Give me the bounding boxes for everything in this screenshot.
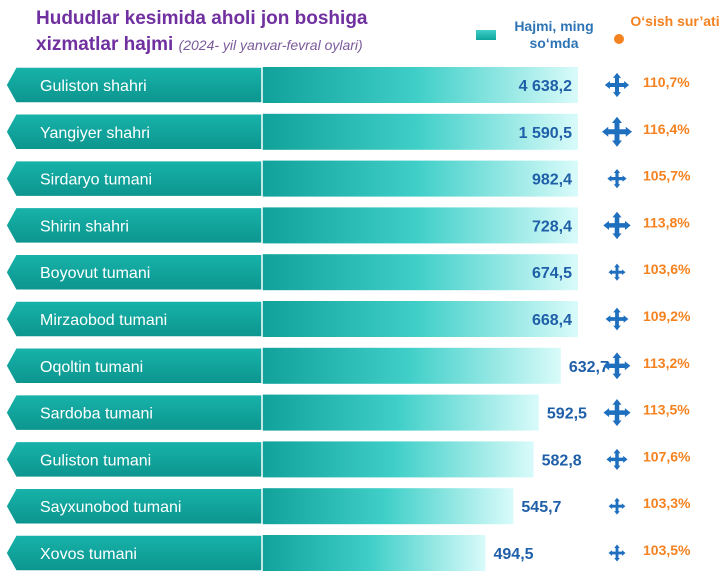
value-label-7: 632,7 bbox=[569, 359, 609, 376]
chart-subtitle: (2024- yil yanvar-fevral oylari) bbox=[178, 37, 363, 53]
region-label-8: Sardoba tumani bbox=[40, 406, 153, 423]
title-line-1: Hududlar kesimida aholi jon boshiga bbox=[36, 8, 368, 29]
value-label-5: 674,5 bbox=[532, 265, 572, 282]
region-label-6: Mirzaobod tumani bbox=[40, 312, 167, 329]
growth-label-5: 103,6% bbox=[643, 261, 691, 277]
region-tag-4 bbox=[5, 206, 263, 245]
growth-label-1: 110,7% bbox=[643, 74, 690, 90]
growth-label-4: 113,8% bbox=[643, 214, 690, 230]
growth-arrows-icon-1 bbox=[604, 72, 630, 98]
growth-label-2: 116,4% bbox=[643, 121, 690, 137]
growth-arrows-icon-8 bbox=[603, 399, 631, 427]
region-label-4: Shirin shahri bbox=[40, 218, 129, 235]
growth-arrows-icon-7 bbox=[603, 352, 631, 380]
bar-9 bbox=[255, 441, 534, 478]
legend-volume-label: Hajmi, ming so‘mda bbox=[514, 18, 594, 51]
legend-growth-label: O‘sish sur’ati bbox=[630, 13, 720, 29]
region-tag-2 bbox=[5, 113, 263, 151]
bar-2 bbox=[255, 113, 578, 150]
legend-growth-dot bbox=[614, 34, 624, 44]
region-tag-1 bbox=[5, 66, 263, 104]
growth-arrows-icon-4 bbox=[603, 211, 631, 240]
title-line-2-text: xizmatlar hajmi bbox=[36, 34, 174, 55]
value-label-6: 668,4 bbox=[532, 312, 572, 329]
region-tag-11 bbox=[5, 534, 263, 572]
growth-arrows-icon-6 bbox=[605, 307, 629, 331]
bar-7 bbox=[255, 347, 561, 384]
value-label-8: 592,5 bbox=[547, 406, 587, 423]
region-tag-7 bbox=[5, 347, 263, 385]
region-label-10: Sayxunobod tumani bbox=[40, 499, 181, 516]
value-label-2: 1 590,5 bbox=[519, 125, 572, 142]
growth-arrows-icon-11 bbox=[608, 544, 626, 562]
growth-arrows-icon-5 bbox=[608, 263, 626, 281]
region-tag-6 bbox=[5, 300, 263, 338]
growth-label-3: 105,7% bbox=[643, 168, 691, 184]
value-label-9: 582,8 bbox=[542, 452, 582, 469]
growth-arrows-icon-2 bbox=[602, 116, 632, 147]
bar-11 bbox=[255, 535, 486, 571]
bar-6 bbox=[255, 301, 578, 337]
region-tag-9 bbox=[5, 440, 263, 479]
growth-label-6: 109,2% bbox=[643, 308, 691, 324]
region-label-3: Sirdaryo tumani bbox=[40, 172, 152, 189]
region-label-7: Oqoltin tumani bbox=[40, 359, 143, 376]
title-line-2: xizmatlar hajmi (2024- yil yanvar-fevral… bbox=[36, 32, 476, 58]
growth-label-8: 113,5% bbox=[643, 402, 690, 418]
growth-arrows-icon-3 bbox=[607, 168, 627, 189]
growth-arrows-icon-9 bbox=[606, 448, 628, 470]
bar-4 bbox=[255, 207, 578, 244]
growth-arrows-icon-10 bbox=[608, 497, 626, 515]
region-tag-8 bbox=[5, 393, 263, 432]
legend-volume: Hajmi, ming so‘mda bbox=[476, 14, 606, 54]
bar-1 bbox=[255, 67, 578, 103]
bar-5 bbox=[255, 254, 578, 291]
bar-8 bbox=[255, 394, 539, 431]
chart-title: Hududlar kesimida aholi jon boshiga xizm… bbox=[36, 6, 476, 58]
legend-volume-swatch bbox=[476, 30, 496, 40]
value-label-3: 982,4 bbox=[532, 172, 572, 189]
value-label-11: 494,5 bbox=[494, 546, 534, 563]
growth-label-11: 103,5% bbox=[643, 542, 691, 558]
region-tag-10 bbox=[5, 487, 263, 525]
growth-label-7: 113,2% bbox=[643, 355, 690, 371]
growth-label-10: 103,3% bbox=[643, 495, 691, 511]
region-tag-3 bbox=[5, 159, 263, 198]
region-label-5: Boyovut tumani bbox=[40, 265, 150, 282]
region-label-2: Yangiyer shahri bbox=[40, 125, 150, 142]
region-label-11: Xovos tumani bbox=[40, 546, 137, 563]
region-label-1: Guliston shahri bbox=[40, 78, 147, 95]
region-label-9: Guliston tumani bbox=[40, 452, 151, 469]
value-label-10: 545,7 bbox=[521, 499, 561, 516]
legend-growth: O‘sish sur’ati bbox=[612, 10, 720, 54]
region-tag-5 bbox=[5, 253, 263, 291]
value-label-1: 4 638,2 bbox=[519, 78, 572, 95]
bar-10 bbox=[255, 488, 514, 525]
growth-label-9: 107,6% bbox=[643, 448, 691, 464]
value-label-4: 728,4 bbox=[532, 218, 572, 235]
bar-3 bbox=[255, 160, 578, 197]
